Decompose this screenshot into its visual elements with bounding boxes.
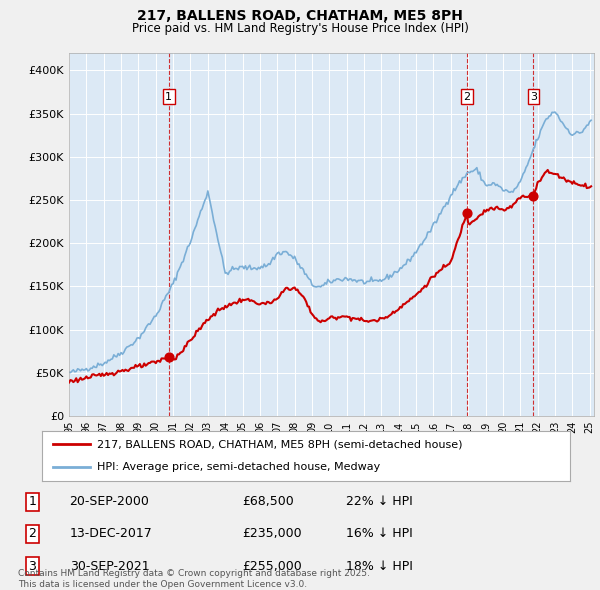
Text: £68,500: £68,500 [242,496,294,509]
Text: 1: 1 [28,496,36,509]
Text: 217, BALLENS ROAD, CHATHAM, ME5 8PH: 217, BALLENS ROAD, CHATHAM, ME5 8PH [137,9,463,23]
Text: 217, BALLENS ROAD, CHATHAM, ME5 8PH (semi-detached house): 217, BALLENS ROAD, CHATHAM, ME5 8PH (sem… [97,439,463,449]
Text: 2: 2 [28,527,36,540]
Text: 22% ↓ HPI: 22% ↓ HPI [346,496,413,509]
Text: 30-SEP-2021: 30-SEP-2021 [70,559,149,572]
Text: 16% ↓ HPI: 16% ↓ HPI [346,527,413,540]
Point [462,208,472,218]
Text: Price paid vs. HM Land Registry's House Price Index (HPI): Price paid vs. HM Land Registry's House … [131,22,469,35]
Text: HPI: Average price, semi-detached house, Medway: HPI: Average price, semi-detached house,… [97,463,380,473]
Point [164,352,173,362]
Text: 13-DEC-2017: 13-DEC-2017 [70,527,152,540]
Text: Contains HM Land Registry data © Crown copyright and database right 2025.
This d: Contains HM Land Registry data © Crown c… [18,569,370,589]
Text: 18% ↓ HPI: 18% ↓ HPI [346,559,413,572]
Text: 3: 3 [28,559,36,572]
Text: 2: 2 [463,91,470,101]
Text: 20-SEP-2000: 20-SEP-2000 [70,496,149,509]
Text: £255,000: £255,000 [242,559,302,572]
Text: £235,000: £235,000 [242,527,302,540]
Point [529,191,538,201]
Text: 3: 3 [530,91,537,101]
Text: 1: 1 [165,91,172,101]
